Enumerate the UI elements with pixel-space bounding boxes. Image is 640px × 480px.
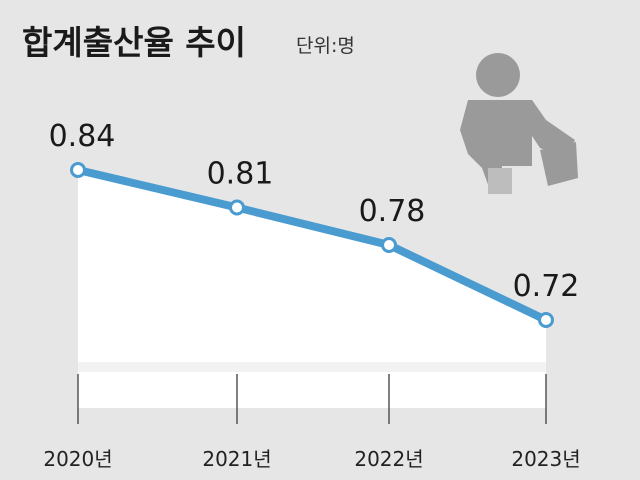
data-label-0: 0.84 bbox=[49, 119, 116, 154]
data-point-0 bbox=[70, 162, 86, 178]
data-labels: 0.84 0.81 0.78 0.72 bbox=[49, 119, 580, 304]
data-point-1 bbox=[229, 199, 245, 216]
baseline-band bbox=[78, 372, 546, 408]
area-fill bbox=[78, 170, 546, 362]
baseline-strip bbox=[78, 362, 546, 372]
x-tick-label-0: 2020년 bbox=[43, 447, 112, 471]
x-tick-labels: 2020년 2021년 2022년 2023년 bbox=[43, 447, 580, 471]
x-tick-label-2: 2022년 bbox=[354, 447, 423, 471]
x-tick-label-1: 2021년 bbox=[202, 447, 271, 471]
series-line bbox=[74, 166, 550, 324]
data-label-1: 0.81 bbox=[207, 157, 274, 192]
baby-crawling-icon bbox=[460, 53, 578, 194]
x-tick-label-3: 2023년 bbox=[511, 447, 580, 471]
data-point-3 bbox=[538, 312, 554, 328]
data-label-3: 0.72 bbox=[513, 269, 580, 304]
chart-title: 합계출산율 추이 bbox=[22, 23, 246, 62]
data-label-2: 0.78 bbox=[359, 194, 426, 229]
unit-label: 단위:명 bbox=[296, 35, 355, 57]
data-point-2 bbox=[381, 237, 397, 253]
x-ticks bbox=[77, 374, 547, 424]
data-points bbox=[70, 162, 554, 328]
